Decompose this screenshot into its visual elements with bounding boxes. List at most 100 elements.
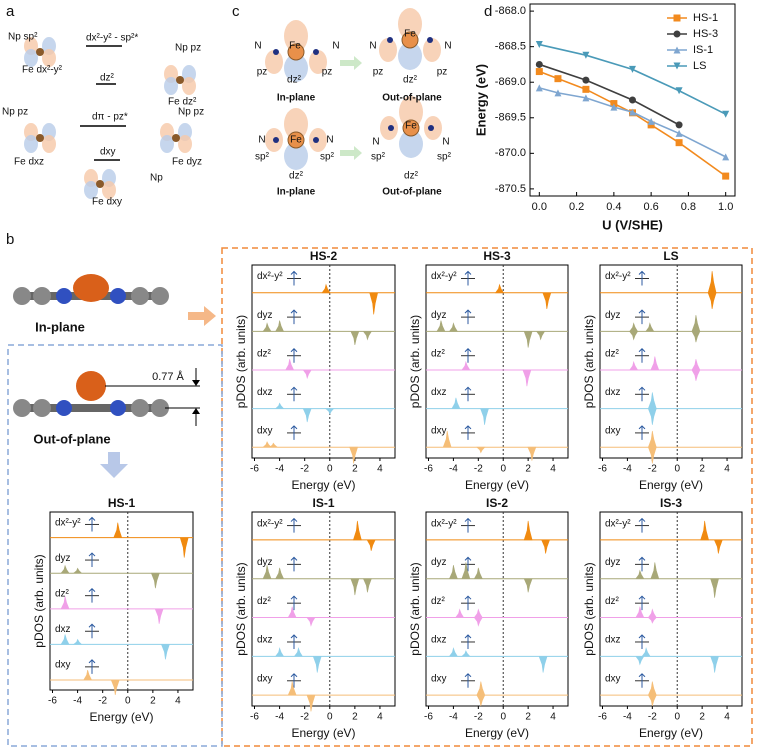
x-tick-label: -4: [449, 464, 458, 475]
marker: [675, 87, 683, 95]
x-tick-label: 2: [150, 696, 156, 707]
x-tick-label: 2: [699, 712, 705, 723]
x-tick-label: -6: [424, 464, 433, 475]
spin-arrow: [464, 270, 472, 286]
x-tick-label: -4: [275, 464, 284, 475]
orbital-label: Fe dxy: [92, 197, 122, 208]
dos-peak: [302, 369, 312, 380]
dos-peak: [461, 650, 471, 657]
y-axis-label: pDOS (arb. units): [234, 315, 248, 408]
dos-peak: [710, 578, 719, 598]
x-tick-label: 0: [327, 464, 333, 475]
orbital-label: Fe dxz: [14, 157, 44, 168]
dos-peak: [451, 397, 461, 409]
dos-peak: [476, 681, 486, 696]
orbital-label: dxy: [605, 426, 621, 437]
dos-peak: [268, 442, 279, 448]
x-tick-label: -6: [250, 464, 259, 475]
x-tick-label: 0.2: [569, 201, 584, 213]
n-atom: [313, 49, 319, 55]
dos-peak: [522, 369, 532, 387]
marker: [582, 51, 590, 59]
spin-arrow: [290, 556, 298, 572]
dos-peak: [60, 634, 70, 645]
x-axis-label: Energy (eV): [465, 478, 529, 492]
dos-peak: [647, 392, 657, 409]
dos-peak: [154, 608, 164, 624]
x-tick-label: 4: [550, 464, 556, 475]
dos-peak: [691, 359, 701, 371]
dos-peak: [362, 578, 372, 593]
dos-peak: [262, 322, 272, 332]
orbital-lobe: [398, 8, 422, 40]
orbital-label: dxz: [257, 635, 273, 646]
x-axis-label: U (V/SHE): [602, 217, 663, 232]
dos-peak: [473, 617, 483, 627]
legend-label: LS: [693, 60, 706, 72]
dos-peak: [641, 647, 651, 657]
dos-peak: [60, 564, 70, 574]
plot-frame: [599, 511, 743, 707]
x-axis-label: Energy (eV): [89, 710, 153, 724]
x-tick-label: 0: [674, 712, 680, 723]
spin-arrow: [464, 673, 472, 688]
x-tick-label: 4: [724, 464, 730, 475]
marker: [722, 172, 730, 180]
plot-title: HS-2: [310, 249, 338, 263]
legend-label: HS-1: [693, 12, 718, 24]
orbital-lobe: [284, 142, 308, 170]
series-line: [539, 63, 680, 126]
y-tick-label: -868.0: [495, 5, 526, 17]
dos-peak: [448, 322, 458, 332]
orbital-lobe: [24, 49, 38, 67]
scheme-label: pz: [373, 67, 384, 78]
scheme-label: N: [444, 41, 451, 52]
series-line: [539, 70, 727, 177]
dos-peak: [691, 315, 701, 332]
orbital-label: Np pz: [2, 107, 28, 118]
orbital-label: dxy: [431, 673, 447, 684]
dos-peak: [321, 283, 331, 294]
spin-arrow: [638, 517, 646, 533]
dos-peak: [542, 292, 552, 310]
scheme-label: N: [254, 41, 261, 52]
spin-arrow: [290, 348, 298, 363]
orbital-label: dyz: [431, 557, 447, 568]
out-of-plane-molecule: [13, 368, 200, 426]
y-tick-label: -869.0: [495, 76, 526, 88]
spin-arrow: [464, 634, 472, 649]
spin-arrow: [464, 556, 472, 572]
spin-arrow: [638, 595, 646, 611]
orbital-label: dz²: [605, 596, 620, 607]
orbital-label: dx²-y²: [257, 271, 283, 282]
plot-frame: [425, 264, 569, 459]
arrow: [340, 56, 362, 70]
dos-peak: [455, 608, 465, 618]
spin-arrow: [638, 309, 646, 325]
legend-label: IS-1: [693, 44, 713, 56]
x-tick-label: 0: [125, 696, 131, 707]
n-atom: [388, 125, 394, 131]
scheme-label: sp²: [371, 152, 386, 163]
dos-peak: [362, 331, 372, 341]
orbital-lobe: [102, 181, 116, 199]
spin-arrow: [290, 425, 298, 440]
orbital-label: dz²: [605, 348, 620, 359]
scheme-label: N: [326, 135, 333, 146]
dos-peak: [350, 331, 360, 345]
orbital-label: dxz: [55, 624, 71, 635]
marker: [554, 89, 562, 97]
scheme-label: pz: [257, 67, 268, 78]
orbital-lobe: [284, 20, 308, 52]
orbital-lobe: [160, 135, 174, 153]
spin-arrow: [464, 517, 472, 533]
dos-peak: [275, 567, 285, 580]
spin-arrow: [638, 425, 646, 440]
y-axis-label: pDOS (arb. units): [32, 554, 46, 647]
spin-arrow: [290, 270, 298, 286]
x-tick-label: 1.0: [718, 201, 733, 213]
plot-title: LS: [663, 249, 678, 263]
spin-arrow: [88, 659, 96, 674]
orbital-label: dyz: [431, 310, 447, 321]
